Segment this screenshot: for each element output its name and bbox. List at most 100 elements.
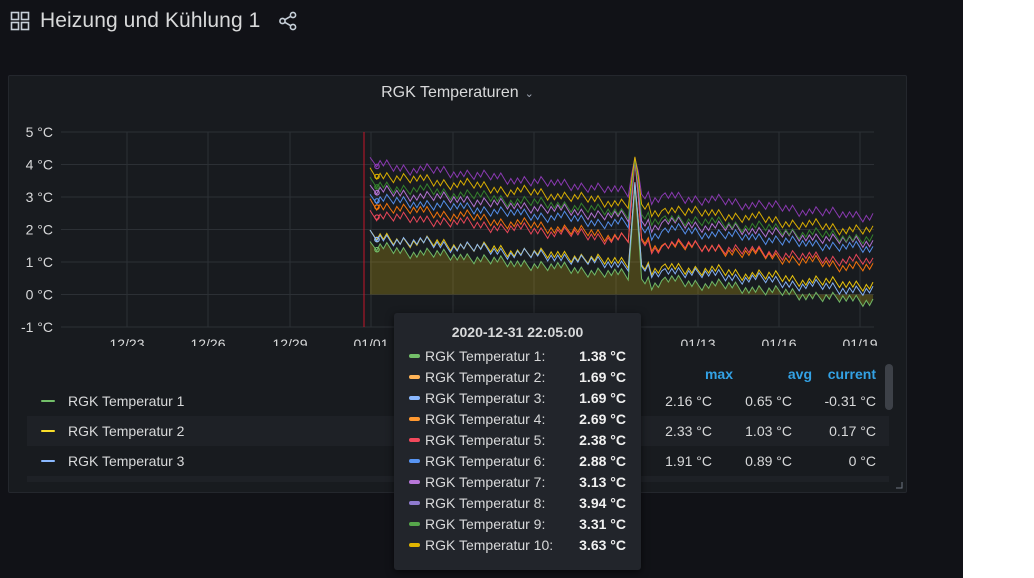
hover-point-marker bbox=[374, 173, 380, 180]
tooltip-series-value: 3.63 °C bbox=[579, 537, 626, 553]
series-name: RGK Temperatur 2 bbox=[68, 423, 185, 439]
legend-col-avg[interactable]: avg bbox=[787, 366, 812, 382]
tooltip-series-name: RGK Temperatur 3: bbox=[425, 390, 546, 406]
legend-row[interactable]: RGK Temperatur 3 1.91 °C 0.89 °C 0 °C bbox=[27, 446, 889, 476]
legend-col-current[interactable]: current bbox=[827, 366, 876, 382]
series-line bbox=[369, 156, 874, 236]
dashboard-title[interactable]: Heizung und Kühlung 1 bbox=[40, 9, 261, 32]
graph-tooltip: 2020-12-31 22:05:00 RGK Temperatur 1: 1.3… bbox=[394, 313, 641, 570]
series-name: RGK Temperatur 3 bbox=[68, 453, 185, 469]
tooltip-row: RGK Temperatur 8: 3.94 °C bbox=[409, 493, 631, 514]
tooltip-series-name: RGK Temperatur 8: bbox=[425, 495, 546, 511]
panel-title-menu[interactable]: RGK Temperaturen ⌄ bbox=[9, 84, 906, 102]
series-avg: 1.03 °C bbox=[745, 423, 792, 439]
legend-col-max[interactable]: max bbox=[704, 366, 733, 382]
tooltip-swatch bbox=[409, 417, 420, 421]
y-tick-label: 3 °C bbox=[26, 189, 53, 205]
hover-point-marker bbox=[374, 246, 380, 253]
hover-point-marker bbox=[374, 184, 380, 190]
tooltip-row: RGK Temperatur 6: 2.88 °C bbox=[409, 451, 631, 472]
tooltip-swatch bbox=[409, 501, 420, 505]
dashboard-header: Heizung und Kühlung 1 bbox=[10, 8, 298, 34]
tooltip-series-value: 3.13 °C bbox=[579, 474, 626, 490]
tooltip-swatch bbox=[409, 354, 420, 358]
tooltip-time: 2020-12-31 22:05:00 bbox=[451, 324, 584, 340]
x-tick-label: 01/19 bbox=[842, 336, 877, 346]
dashboard-app: Heizung und Kühlung 1 RGK Temperaturen ⌄ … bbox=[0, 0, 963, 578]
hover-point-marker bbox=[374, 163, 380, 170]
y-tick-label: 0 °C bbox=[26, 287, 53, 303]
temperature-chart[interactable]: 5 °C 4 °C 3 °C 2 °C 1 °C 0 °C -1 °C 12/23 12/26 1… bbox=[9, 76, 906, 346]
tooltip-series-value: 3.31 °C bbox=[579, 516, 626, 532]
x-tick-label: 12/26 bbox=[190, 336, 225, 346]
tooltip-row: RGK Temperatur 3: 1.69 °C bbox=[409, 388, 631, 409]
tooltip-swatch bbox=[409, 543, 420, 547]
y-tick-label: 2 °C bbox=[26, 222, 53, 238]
series-line bbox=[369, 182, 874, 297]
series-avg: 0.65 °C bbox=[745, 393, 792, 409]
series-line bbox=[369, 159, 874, 245]
tooltip-swatch bbox=[409, 522, 420, 526]
tooltip-row: RGK Temperatur 2: 1.69 °C bbox=[409, 367, 631, 388]
hover-point-marker bbox=[374, 214, 380, 220]
series-line bbox=[369, 157, 874, 223]
tooltip-series-value: 3.94 °C bbox=[579, 495, 626, 511]
tooltip-series-name: RGK Temperatur 2: bbox=[425, 369, 546, 385]
series-swatch bbox=[41, 400, 55, 402]
series-area-fill bbox=[370, 185, 873, 307]
chevron-down-icon: ⌄ bbox=[524, 88, 534, 100]
tooltip-series-value: 1.69 °C bbox=[579, 390, 626, 406]
tooltip-series-name: RGK Temperatur 9: bbox=[425, 516, 546, 532]
series-line bbox=[369, 160, 874, 249]
series-line bbox=[369, 159, 874, 254]
tooltip-swatch bbox=[409, 459, 420, 463]
series-swatch bbox=[41, 430, 55, 432]
tooltip-series-value: 2.88 °C bbox=[579, 453, 626, 469]
legend-row[interactable]: RGK Temperatur 1 2.16 °C 0.65 °C -0.31 °… bbox=[27, 386, 889, 416]
series-current: 0.17 °C bbox=[829, 423, 876, 439]
tooltip-row: RGK Temperatur 5: 2.38 °C bbox=[409, 430, 631, 451]
tooltip-row: RGK Temperatur 4: 2.69 °C bbox=[409, 409, 631, 430]
series-current: -0.31 °C bbox=[824, 393, 876, 409]
tooltip-series-name: RGK Temperatur 1: bbox=[425, 348, 546, 364]
series-max: 2.16 °C bbox=[665, 393, 712, 409]
series-name: RGK Temperatur 1 bbox=[68, 393, 185, 409]
y-tick-label: 1 °C bbox=[26, 254, 53, 270]
dashboard-grid-icon[interactable] bbox=[10, 11, 30, 31]
tooltip-series-name: RGK Temperatur 4: bbox=[425, 411, 546, 427]
x-tick-label: 12/29 bbox=[272, 336, 307, 346]
hover-point-marker bbox=[374, 236, 380, 243]
hover-point-marker bbox=[374, 189, 380, 196]
x-tick-label: 01/16 bbox=[761, 336, 796, 346]
series-avg: 0.89 °C bbox=[745, 453, 792, 469]
tooltip-row: RGK Temperatur 7: 3.13 °C bbox=[409, 472, 631, 493]
y-tick-label: -1 °C bbox=[21, 319, 53, 335]
series-line bbox=[369, 182, 874, 293]
y-tick-label: 5 °C bbox=[26, 124, 53, 140]
share-icon[interactable] bbox=[278, 11, 298, 31]
series-max: 2.33 °C bbox=[665, 423, 712, 439]
tooltip-series-name: RGK Temperatur 6: bbox=[425, 453, 546, 469]
y-tick-label: 4 °C bbox=[26, 157, 53, 173]
series-max: 1.91 °C bbox=[665, 453, 712, 469]
tooltip-series-value: 1.69 °C bbox=[579, 369, 626, 385]
tooltip-row: RGK Temperatur 9: 3.31 °C bbox=[409, 514, 631, 535]
tooltip-series-value: 2.69 °C bbox=[579, 411, 626, 427]
x-tick-label: 01/13 bbox=[680, 336, 715, 346]
hover-point-marker bbox=[374, 198, 380, 204]
panel-title: RGK Temperaturen bbox=[381, 84, 519, 101]
tooltip-series-name: RGK Temperatur 7: bbox=[425, 474, 546, 490]
tooltip-swatch bbox=[409, 396, 420, 400]
x-tick-label: 01/01 bbox=[353, 336, 388, 346]
legend-scrollbar[interactable] bbox=[885, 364, 893, 410]
series-line bbox=[369, 185, 874, 308]
series-current: 0 °C bbox=[848, 453, 876, 469]
tooltip-row: RGK Temperatur 10: 3.63 °C bbox=[409, 535, 631, 556]
hover-point-marker bbox=[374, 204, 380, 210]
tooltip-series-value: 2.38 °C bbox=[579, 432, 626, 448]
series-line bbox=[369, 160, 874, 267]
resize-handle-icon[interactable] bbox=[895, 481, 903, 489]
tooltip-swatch bbox=[409, 480, 420, 484]
tooltip-series-name: RGK Temperatur 10: bbox=[425, 537, 554, 553]
tooltip-series-name: RGK Temperatur 5: bbox=[425, 432, 546, 448]
